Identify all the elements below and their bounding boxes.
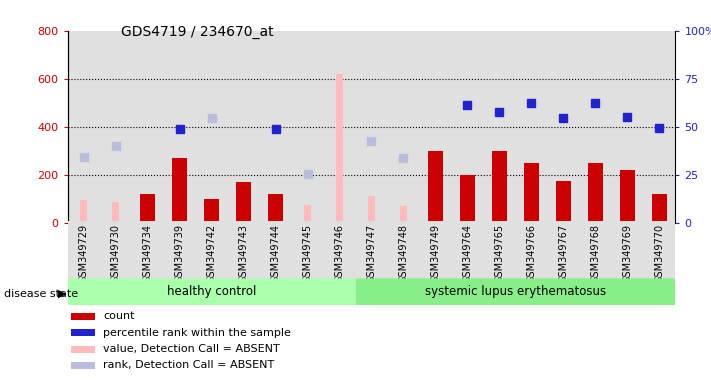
Text: GSM349742: GSM349742 (206, 224, 217, 283)
Text: GSM349730: GSM349730 (110, 224, 121, 283)
Bar (579, 221, 611, 280)
Text: GSM349748: GSM349748 (398, 224, 409, 283)
Bar (588, 163, 603, 223)
Text: GSM349729: GSM349729 (78, 224, 89, 283)
Text: GDS4719 / 234670_at: GDS4719 / 234670_at (121, 25, 274, 39)
Bar (611, 221, 643, 280)
Bar (324, 31, 356, 223)
Bar (260, 221, 292, 280)
Bar (336, 74, 343, 223)
Bar (240, 200, 247, 223)
Text: ▶: ▶ (58, 289, 67, 299)
Bar (387, 221, 419, 280)
Bar (268, 194, 283, 223)
Bar (80, 200, 87, 223)
Bar (643, 221, 675, 280)
Bar (620, 170, 635, 223)
Text: GSM349749: GSM349749 (430, 224, 441, 283)
Bar (556, 181, 571, 223)
Text: GSM349747: GSM349747 (366, 224, 377, 283)
Bar (419, 31, 451, 223)
Bar (356, 221, 387, 280)
Bar (652, 194, 667, 223)
Bar (419, 221, 451, 280)
Bar (204, 199, 219, 223)
Bar (236, 182, 251, 223)
Bar (112, 202, 119, 223)
Bar (100, 221, 132, 280)
Text: GSM349765: GSM349765 (494, 224, 505, 283)
Text: GSM349743: GSM349743 (238, 224, 249, 283)
Bar (368, 196, 375, 223)
Bar (228, 221, 260, 280)
Text: GSM349739: GSM349739 (174, 224, 185, 283)
Text: rank, Detection Call = ABSENT: rank, Detection Call = ABSENT (103, 360, 274, 370)
Text: GSM349767: GSM349767 (558, 224, 569, 283)
Bar (100, 31, 132, 223)
Bar (428, 151, 443, 223)
Bar (304, 205, 311, 223)
Bar (68, 31, 100, 223)
Bar (164, 221, 196, 280)
Text: GSM349764: GSM349764 (462, 224, 473, 283)
Text: percentile rank within the sample: percentile rank within the sample (103, 328, 292, 338)
Bar (292, 221, 324, 280)
Bar (324, 221, 356, 280)
Text: value, Detection Call = ABSENT: value, Detection Call = ABSENT (103, 344, 280, 354)
Bar (451, 221, 483, 280)
FancyBboxPatch shape (356, 278, 675, 305)
Text: GSM349744: GSM349744 (270, 224, 281, 283)
Text: GSM349734: GSM349734 (142, 224, 153, 283)
Bar (172, 158, 187, 223)
Bar (483, 221, 515, 280)
Text: count: count (103, 311, 135, 321)
Text: GSM349768: GSM349768 (590, 224, 601, 283)
Text: GSM349746: GSM349746 (334, 224, 345, 283)
Bar (68, 221, 100, 280)
Bar (132, 31, 164, 223)
Text: GSM349766: GSM349766 (526, 224, 537, 283)
Bar (547, 31, 579, 223)
Bar (460, 175, 475, 223)
Bar (292, 31, 324, 223)
Bar (387, 31, 419, 223)
Bar (164, 31, 196, 223)
Bar (515, 221, 547, 280)
Bar (400, 206, 407, 223)
Bar (579, 31, 611, 223)
Bar (140, 194, 155, 223)
Text: systemic lupus erythematosus: systemic lupus erythematosus (425, 285, 606, 298)
Bar (451, 31, 483, 223)
Bar (228, 31, 260, 223)
Text: GSM349769: GSM349769 (622, 224, 633, 283)
Bar (547, 221, 579, 280)
Text: GSM349770: GSM349770 (654, 224, 665, 283)
Bar (132, 221, 164, 280)
Text: GSM349745: GSM349745 (302, 224, 313, 283)
Text: healthy control: healthy control (167, 285, 256, 298)
Bar (492, 151, 507, 223)
Bar (515, 31, 547, 223)
Bar (356, 31, 387, 223)
Bar (524, 163, 539, 223)
Bar (611, 31, 643, 223)
Bar (196, 31, 228, 223)
FancyBboxPatch shape (68, 278, 356, 305)
Bar (643, 31, 675, 223)
Bar (260, 31, 292, 223)
Text: disease state: disease state (4, 289, 77, 299)
Bar (483, 31, 515, 223)
Bar (196, 221, 228, 280)
